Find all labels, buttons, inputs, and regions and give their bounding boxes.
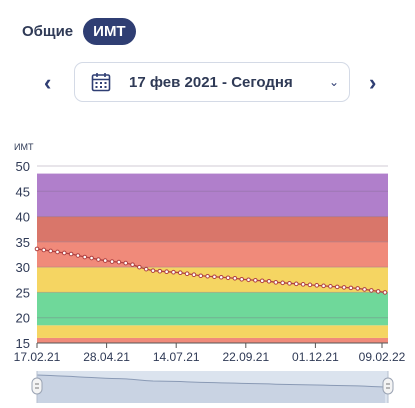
y-tick-label: 50 — [16, 159, 30, 174]
chevron-down-icon: ⌄ — [328, 75, 339, 89]
data-point — [259, 278, 265, 284]
y-axis-label: ИМТ — [14, 142, 34, 152]
data-point — [239, 276, 245, 282]
y-tick-label: 15 — [16, 336, 30, 351]
data-point — [218, 274, 224, 280]
data-point — [157, 268, 163, 274]
data-point — [321, 283, 326, 289]
y-tick-label: 30 — [16, 260, 30, 275]
data-point — [314, 283, 320, 288]
bmi-band-4 — [37, 241, 388, 268]
data-point — [171, 269, 176, 275]
data-point — [246, 277, 251, 283]
data-point — [253, 277, 258, 283]
data-point — [184, 271, 190, 277]
data-point — [348, 285, 354, 291]
data-point — [137, 264, 142, 270]
chevron-right-icon[interactable]: › — [369, 70, 377, 95]
x-tick-label: 17.02.21 — [14, 350, 61, 362]
x-tick-label: 09.02.22 — [359, 350, 406, 362]
data-point — [89, 255, 94, 261]
data-point — [362, 287, 367, 292]
range-navigator[interactable] — [0, 363, 415, 408]
y-tick-label: 25 — [16, 285, 30, 300]
bmi-band-0 — [37, 337, 388, 343]
data-point — [48, 248, 53, 254]
data-point — [96, 257, 101, 262]
data-point — [198, 273, 204, 279]
data-point — [280, 280, 285, 286]
data-point — [41, 247, 47, 253]
data-point — [150, 268, 156, 273]
bmi-band-3 — [37, 267, 388, 293]
data-point — [34, 246, 40, 252]
bmi-band-2 — [37, 292, 388, 326]
data-point — [334, 284, 340, 290]
data-point — [191, 272, 197, 278]
data-point — [75, 253, 81, 258]
data-point — [109, 259, 115, 264]
data-point — [164, 269, 169, 274]
data-point — [177, 270, 183, 276]
data-point — [225, 275, 231, 281]
chevron-left-icon[interactable]: ‹ — [44, 70, 52, 95]
navigator-area — [37, 375, 385, 403]
tab-bar: Общие ИМТ — [22, 16, 136, 46]
tab-bmi[interactable]: ИМТ — [83, 17, 136, 45]
data-point — [341, 285, 347, 290]
x-tick-label: 28.04.21 — [83, 350, 130, 362]
y-tick-label: 40 — [16, 210, 30, 225]
date-range-label: 17 фев 2021 - Сегодня — [129, 73, 293, 91]
x-tick-label: 01.12.21 — [292, 350, 339, 362]
x-tick-label: 14.07.21 — [153, 350, 200, 362]
navigator-line — [36, 374, 386, 388]
data-point — [307, 282, 313, 288]
series-line — [36, 248, 386, 294]
data-point — [293, 281, 299, 287]
calendar-icon — [91, 73, 111, 92]
bmi-chart: 15 20 25 30 35 40 45 50 ИМТ 17.02.21 28.04.21 14.07… — [14, 142, 406, 362]
drag-handle-icon[interactable] — [31, 377, 43, 395]
y-tick-label: 45 — [16, 184, 30, 199]
data-point — [212, 274, 217, 280]
data-point — [287, 281, 292, 286]
data-point — [382, 290, 388, 295]
data-point — [355, 286, 361, 291]
date-range-select[interactable]: 17 фев 2021 - Сегодня ⌄ — [74, 62, 350, 102]
data-point — [328, 284, 333, 289]
drag-handle-icon[interactable] — [382, 377, 394, 395]
x-tick-label: 22.09.21 — [222, 350, 269, 362]
data-point — [61, 250, 67, 256]
data-point — [375, 289, 381, 294]
data-point — [68, 251, 74, 257]
data-point — [232, 275, 238, 281]
data-point — [55, 249, 60, 255]
data-point — [369, 288, 374, 293]
data-point — [266, 279, 272, 284]
data-point — [300, 282, 306, 287]
data-point — [82, 254, 88, 260]
y-tick-label: 35 — [16, 235, 30, 250]
bmi-band-5 — [37, 216, 388, 242]
bmi-band-6 — [37, 173, 388, 217]
y-tick-label: 20 — [16, 311, 30, 326]
data-point — [143, 266, 149, 272]
data-point — [205, 273, 210, 279]
bmi-band-1 — [37, 325, 388, 338]
data-point — [116, 259, 122, 265]
tab-general[interactable]: Общие — [22, 22, 74, 40]
data-point — [123, 260, 129, 266]
data-point — [102, 258, 108, 263]
data-point — [130, 262, 135, 267]
data-point — [273, 280, 279, 285]
